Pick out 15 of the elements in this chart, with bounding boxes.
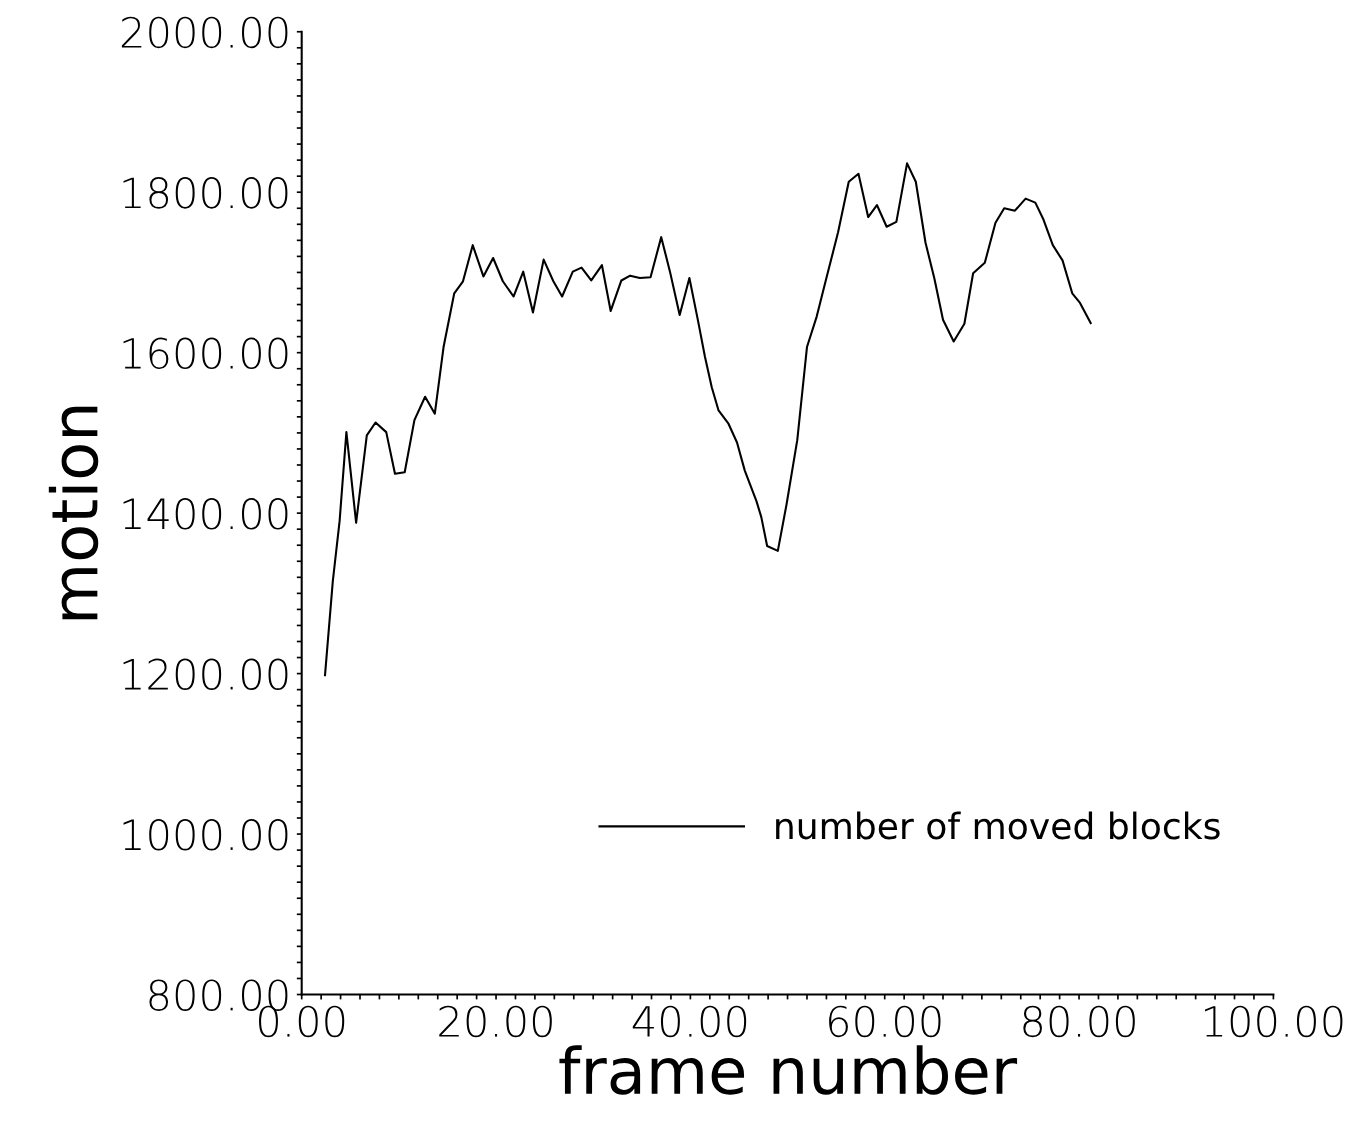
line-series xyxy=(323,162,1092,677)
legend-label: number of moved blocks xyxy=(776,811,1220,840)
x-tick-label: 80.00 xyxy=(1023,1005,1135,1038)
y-tick-label: 2000.00 xyxy=(121,16,288,49)
x-axis-title: frame number xyxy=(559,1045,1018,1095)
x-tick-label: 100.00 xyxy=(1205,1005,1343,1038)
y-tick-label: 1200.00 xyxy=(123,658,288,691)
y-tick-label: 1000.00 xyxy=(123,818,288,851)
y-tick-label: 1800.00 xyxy=(123,177,288,209)
y-tick-label: 1600.00 xyxy=(123,337,288,370)
x-tick-label: 20.00 xyxy=(439,1005,552,1038)
y-axis-title: motion xyxy=(48,406,99,620)
x-tick-label: 40.00 xyxy=(632,1005,747,1038)
x-tick-label: 60.00 xyxy=(829,1005,941,1038)
y-tick-label: 1400.00 xyxy=(123,498,288,530)
